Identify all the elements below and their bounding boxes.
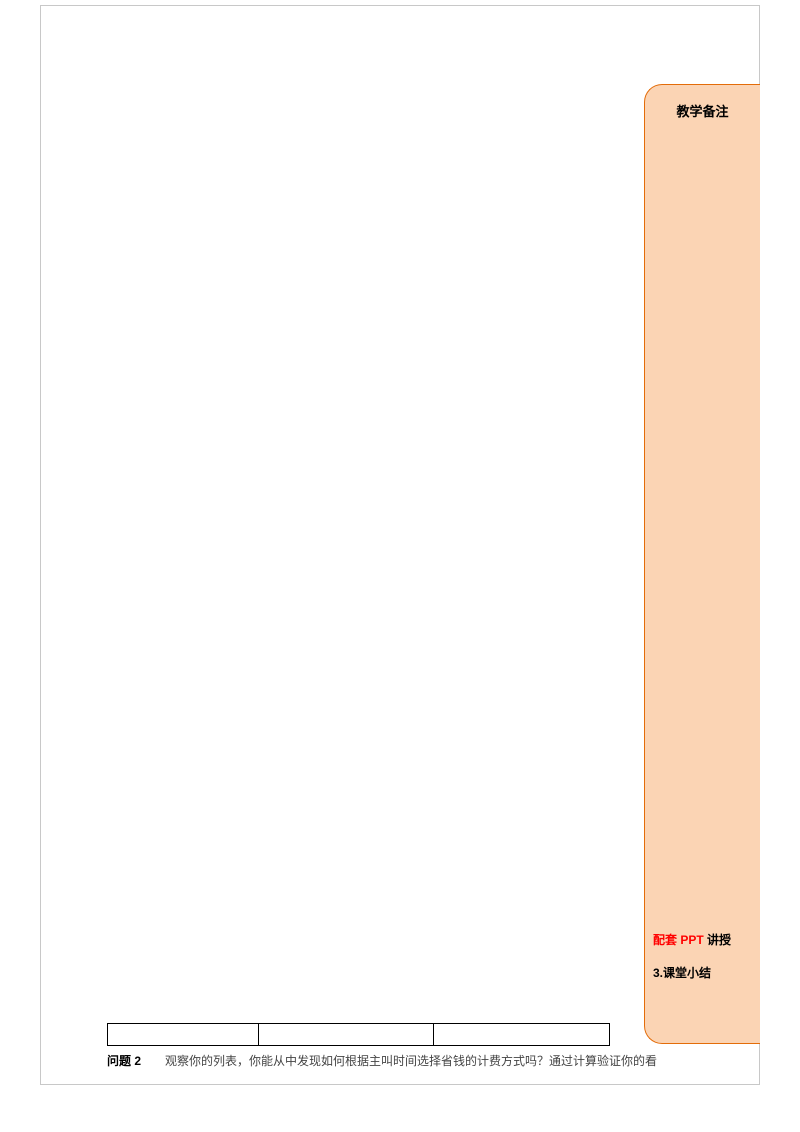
sidebar-bottom-section: 配套 PPT 讲授 3.课堂小结 — [653, 931, 752, 981]
question-2-line: 问题 2 观察你的列表，你能从中发现如何根据主叫时间选择省钱的计费方式吗？通过计… — [107, 1052, 657, 1069]
ppt-prefix: 配套 PPT — [653, 933, 707, 947]
table-cell — [434, 1024, 610, 1046]
ppt-teaching-line: 配套 PPT 讲授 — [653, 931, 752, 948]
question-text: 观察你的列表，你能从中发现如何根据主叫时间选择省钱的计费方式吗？通过计算验证你的… — [165, 1054, 657, 1068]
ppt-suffix: 讲授 — [707, 933, 731, 947]
table-cell — [108, 1024, 259, 1046]
table-cell — [258, 1024, 434, 1046]
table-row — [108, 1024, 610, 1046]
class-summary-line: 3.课堂小结 — [653, 964, 752, 981]
page-container: 教学备注 配套 PPT 讲授 3.课堂小结 问题 2 观察你的列表，你能从中发现… — [40, 5, 760, 1085]
question-spacer — [141, 1054, 165, 1068]
question-label: 问题 2 — [107, 1054, 141, 1068]
data-table — [107, 1023, 610, 1046]
sidebar-title: 教学备注 — [653, 101, 752, 120]
teaching-notes-sidebar: 教学备注 配套 PPT 讲授 3.课堂小结 — [644, 84, 760, 1044]
